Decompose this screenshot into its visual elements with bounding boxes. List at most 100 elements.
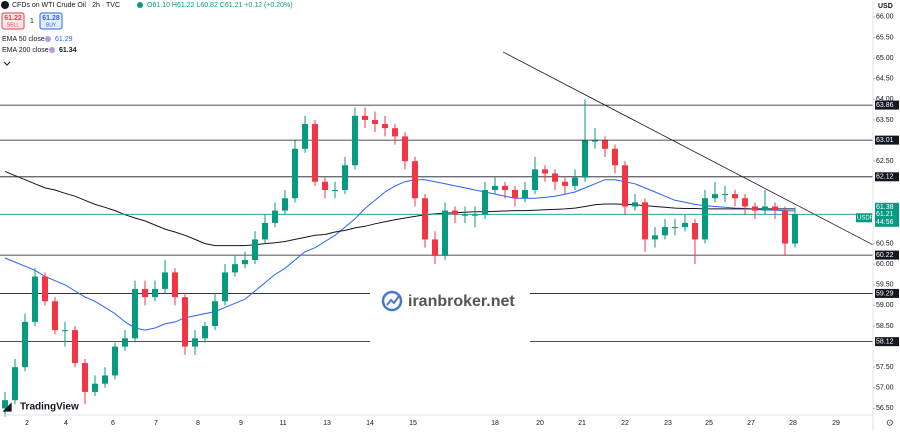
- legend-ema200-value: 61.34: [59, 47, 77, 54]
- legend-ema50-value: 61.29: [55, 36, 73, 43]
- sell-button[interactable]: [1, 12, 25, 30]
- x-tick-label: 15: [409, 420, 417, 427]
- candle-body: [332, 189, 338, 191]
- candle-body: [682, 222, 688, 228]
- buy-button[interactable]: [39, 12, 63, 30]
- countdown: 44:56: [876, 219, 894, 226]
- candle-body: [382, 124, 388, 129]
- candle-body: [112, 346, 118, 376]
- x-tick-label: 27: [747, 420, 755, 427]
- candle-body: [712, 194, 718, 199]
- candle-body: [162, 272, 168, 289]
- y-tick-label: 59.50: [876, 282, 894, 289]
- candle-body: [362, 115, 368, 120]
- candle-body: [302, 124, 308, 149]
- candle-body: [62, 330, 68, 332]
- candle-body: [272, 210, 278, 223]
- sell-label: SELL: [7, 22, 19, 28]
- currency: USD: [878, 3, 893, 10]
- candle-body: [592, 140, 598, 142]
- candle-body: [72, 330, 78, 364]
- ohlc: O61.10 H61.22 L60.82 C61.21 +0.12 (+0.20…: [147, 2, 293, 9]
- candle-body: [442, 210, 448, 256]
- settings-icon[interactable]: ⊙: [886, 417, 894, 427]
- market-status: [137, 2, 143, 8]
- level-tag: [875, 288, 899, 298]
- legend-toggle[interactable]: [3, 61, 11, 66]
- level-tag-label: 63.86: [876, 102, 894, 109]
- x-tick-label: 18: [491, 420, 499, 427]
- candle-body: [722, 194, 728, 196]
- ema-tag-label: 61.38: [876, 204, 894, 211]
- candle-body: [552, 173, 558, 182]
- candle-body: [22, 321, 28, 368]
- candle-body: [532, 169, 538, 190]
- x-tick-label: 23: [664, 420, 672, 427]
- candle-body: [602, 140, 608, 149]
- candle-body: [612, 148, 618, 166]
- candle-body: [242, 260, 248, 265]
- ema-tag: [875, 202, 899, 212]
- candle-body: [542, 169, 548, 174]
- candle-body: [472, 214, 478, 216]
- x-tick-label: 9: [239, 420, 243, 427]
- x-tick-label: 28: [789, 420, 797, 427]
- candle-body: [322, 181, 328, 190]
- level-tag-label: 63.01: [876, 137, 894, 144]
- logo: ◢ TradingView: [2, 401, 79, 413]
- candle-body: [772, 206, 778, 211]
- header: CFDs on WTI Crude Oil · 2h · TVC O61.10 …: [1, 1, 293, 66]
- candle-body: [562, 181, 568, 186]
- x-tick-label: 20: [536, 420, 544, 427]
- candle-body: [82, 363, 88, 392]
- watermark-icon: [381, 290, 403, 312]
- candle-body: [622, 165, 628, 207]
- candle-body: [512, 189, 518, 199]
- candle-body: [792, 214, 798, 244]
- spread: 1: [30, 18, 34, 25]
- y-tick-label: 65.00: [876, 55, 894, 62]
- level-tag-label: 58.12: [876, 338, 894, 345]
- x-tick-label: 25: [705, 420, 713, 427]
- candle-body: [392, 128, 398, 137]
- candle-body: [202, 325, 208, 339]
- candle-body: [762, 206, 768, 211]
- candle-body: [142, 288, 148, 298]
- candle-body: [412, 161, 418, 199]
- level-tag-label: 60.22: [876, 252, 894, 259]
- candle-body: [52, 301, 58, 331]
- watermark-text: iranbroker.net: [408, 293, 515, 310]
- candle-body: [582, 140, 588, 178]
- candle-body: [192, 338, 198, 347]
- x-tick-label: 2: [25, 420, 29, 427]
- candle-body: [432, 239, 438, 256]
- trend-line: [502, 51, 874, 246]
- y-tick-label: 60.00: [876, 261, 894, 268]
- y-tick-label: 60.50: [876, 240, 894, 247]
- symbol-tag: [856, 213, 872, 223]
- sell-price: 61.22: [4, 15, 22, 22]
- plot: [0, 51, 874, 417]
- candle-body: [122, 338, 128, 347]
- y-tick-label: 56.50: [876, 405, 894, 412]
- symbol-title: CFDs on WTI Crude Oil · 2h · TVC: [12, 2, 120, 9]
- x-tick-label: 14: [366, 420, 374, 427]
- candle-body: [752, 206, 758, 211]
- candle-body: [632, 202, 638, 207]
- candle-body: [402, 136, 408, 162]
- legend-ema50: EMA 50 close: [2, 36, 45, 43]
- legend-icon: [49, 47, 55, 53]
- watermark: iranbroker.net: [381, 290, 515, 312]
- candle-body: [152, 288, 158, 298]
- candle-body: [132, 288, 138, 339]
- level-tag: [875, 250, 899, 260]
- candle-body: [502, 185, 508, 190]
- ema-line: [4, 170, 795, 247]
- y-tick-label: 57.50: [876, 364, 894, 371]
- candle-body: [292, 148, 298, 199]
- x-tick-label: 21: [578, 420, 586, 427]
- candle-body: [232, 264, 238, 273]
- candle-body: [282, 198, 288, 211]
- candle-body: [212, 301, 218, 326]
- candle-body: [222, 272, 228, 302]
